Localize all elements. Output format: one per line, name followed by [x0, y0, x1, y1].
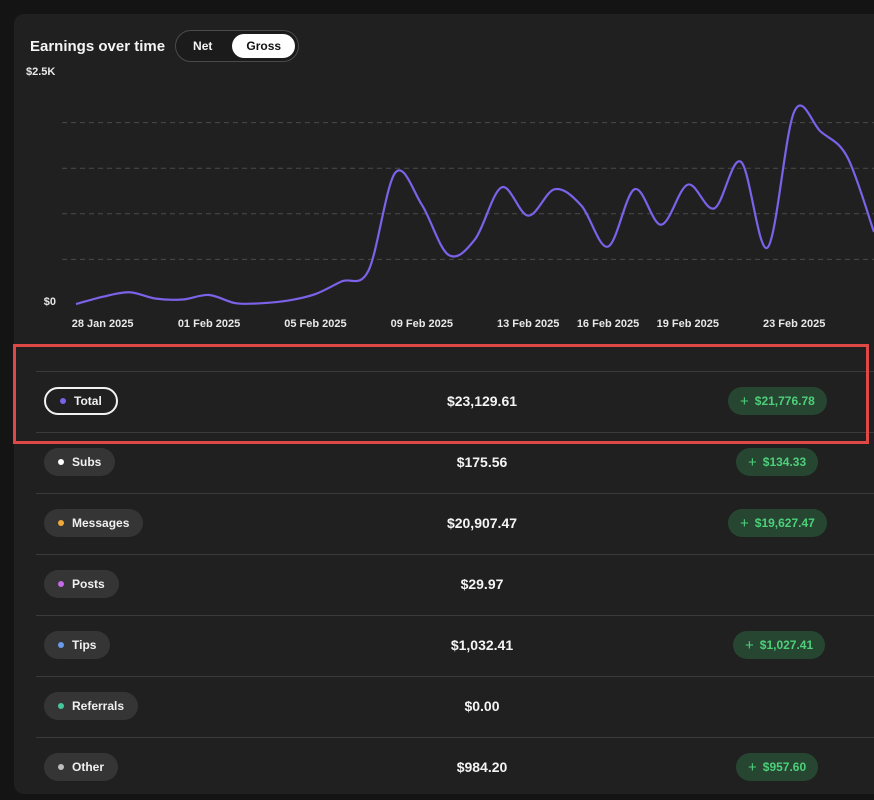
category-value: $0.00: [464, 698, 500, 714]
delta-badge: + $957.60: [736, 753, 819, 781]
x-tick-label: 23 Feb 2025: [763, 318, 825, 330]
x-tick-label: 19 Feb 2025: [657, 318, 719, 330]
category-dot-icon: [58, 764, 64, 770]
table-row: Tips $1,032.41 + $1,027.41: [36, 615, 874, 676]
category-label: Other: [72, 760, 105, 774]
net-toggle-button[interactable]: Net: [193, 39, 213, 53]
delta-value: $957.60: [762, 760, 807, 774]
category-value: $175.56: [456, 454, 508, 470]
category-dot-icon: [60, 398, 66, 404]
y-tick-label: $0: [44, 296, 56, 308]
chart-title: Earnings over time: [30, 37, 166, 55]
gross-toggle-button[interactable]: Gross: [232, 34, 296, 58]
table-row: Posts $29.97: [36, 554, 874, 615]
earnings-chart: $0 $2.5K 28 Jan 2025 01 Feb 2025 05 Feb 2025…: [14, 14, 874, 344]
chart-header: Earnings over time Net Gross: [30, 30, 300, 62]
category-chip-posts[interactable]: Posts: [44, 570, 119, 598]
x-tick-label: 28 Jan 2025: [72, 318, 134, 330]
delta-badge: + $21,776.78: [728, 387, 827, 415]
earnings-panel: Earnings over time Net Gross $0 $2.5K 28 J…: [14, 14, 874, 794]
table-row: Subs $175.56 + $134.33: [36, 432, 874, 493]
x-tick-label: 16 Feb 2025: [577, 318, 639, 330]
delta-value: $134.33: [762, 455, 807, 469]
category-label: Total: [74, 394, 102, 408]
category-value: $23,129.61: [446, 393, 518, 409]
category-chip-other[interactable]: Other: [44, 753, 119, 781]
delta-badge: + $134.33: [736, 448, 819, 476]
category-label: Posts: [72, 577, 105, 591]
delta-badge: + $1,027.41: [733, 631, 826, 659]
category-dot-icon: [58, 520, 64, 526]
category-label: Messages: [72, 516, 130, 530]
delta-badge: + $19,627.47: [728, 509, 827, 537]
category-label: Subs: [72, 455, 102, 469]
category-chip-tips[interactable]: Tips: [44, 631, 111, 659]
category-chip-referrals[interactable]: Referrals: [44, 692, 139, 720]
category-value: $29.97: [460, 576, 504, 592]
category-label: Tips: [72, 638, 97, 652]
category-chip-messages[interactable]: Messages: [44, 509, 144, 537]
y-tick-label: $2.5K: [26, 66, 55, 78]
category-chip-total[interactable]: Total: [44, 387, 118, 415]
x-tick-label: 13 Feb 2025: [497, 318, 559, 330]
table-row: Messages $20,907.47 + $19,627.47: [36, 493, 874, 554]
earnings-series-line[interactable]: [75, 104, 874, 306]
table-row: Referrals $0.00: [36, 676, 874, 737]
earnings-breakdown-table: Total $23,129.61 + $21,776.78 Subs $175.56 + $1…: [36, 371, 874, 794]
earnings-chart-svg: $0 $2.5K 28 Jan 2025 01 Feb 2025 05 Feb 2025…: [26, 66, 874, 330]
category-value: $984.20: [456, 759, 508, 775]
delta-value: $1,027.41: [759, 638, 814, 652]
net-gross-toggle: Net Gross: [175, 30, 300, 62]
x-tick-label: 05 Feb 2025: [284, 318, 346, 330]
table-row: Other $984.20 + $957.60: [36, 737, 874, 794]
category-label: Referrals: [72, 699, 125, 713]
table-row: Total $23,129.61 + $21,776.78: [36, 371, 874, 432]
delta-value: $19,627.47: [754, 516, 815, 530]
x-tick-label: 01 Feb 2025: [178, 318, 240, 330]
plus-icon: +: [745, 636, 754, 654]
category-dot-icon: [58, 642, 64, 648]
x-tick-label: 09 Feb 2025: [391, 318, 453, 330]
plus-icon: +: [748, 453, 757, 471]
plus-icon: +: [740, 514, 749, 532]
category-dot-icon: [58, 459, 64, 465]
category-value: $20,907.47: [446, 515, 518, 531]
plus-icon: +: [748, 758, 757, 776]
category-chip-subs[interactable]: Subs: [44, 448, 116, 476]
category-dot-icon: [58, 581, 64, 587]
category-dot-icon: [58, 703, 64, 709]
delta-value: $21,776.78: [754, 394, 815, 408]
category-value: $1,032.41: [450, 637, 514, 653]
plus-icon: +: [740, 392, 749, 410]
